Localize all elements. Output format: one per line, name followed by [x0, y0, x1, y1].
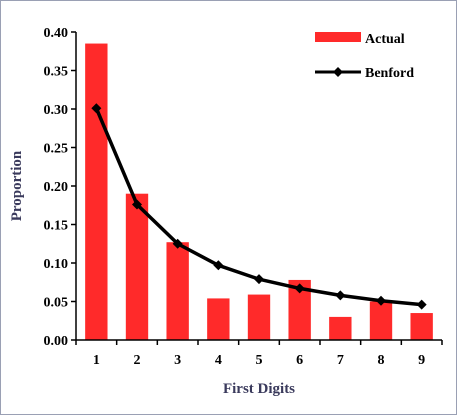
y-tick-label: 0.00	[44, 334, 69, 349]
bar-actual-7	[329, 316, 352, 340]
bar-actual-5	[247, 294, 271, 340]
benford-point-6	[294, 283, 305, 294]
benford-point-4	[213, 260, 224, 271]
legend: Actual Benford	[315, 32, 414, 81]
x-tick-label: 8	[378, 353, 385, 368]
x-tick-label: 5	[256, 353, 263, 368]
bar-actual-3	[166, 242, 189, 340]
legend-actual-label: Actual	[365, 32, 405, 47]
bars-layer	[85, 43, 433, 341]
benford-line-layer	[91, 103, 427, 310]
benford-point-8	[376, 295, 386, 306]
legend-benford-label: Benford	[365, 66, 414, 81]
y-tick-label: 0.25	[44, 142, 69, 157]
y-tick-label: 0.05	[44, 296, 69, 311]
y-axis-title: Proportion	[9, 150, 25, 221]
benford-point-9	[416, 299, 427, 310]
benford-point-1	[91, 103, 102, 114]
x-tick-label: 4	[215, 353, 222, 368]
x-tick-label: 3	[174, 353, 181, 368]
y-tick-label: 0.35	[44, 65, 69, 80]
y-tick-label: 0.10	[44, 257, 69, 272]
y-ticks: 0.00 0.05 0.10 0.15 0.20 0.25 0.30 0.35 0.40	[44, 26, 76, 349]
bar-actual-4	[207, 298, 230, 340]
bar-actual-2	[125, 193, 149, 340]
bar-actual-9	[410, 313, 433, 340]
y-tick-label: 0.40	[44, 26, 69, 41]
legend-actual-swatch	[315, 32, 361, 42]
benford-point-7	[335, 290, 346, 301]
benford-point-3	[172, 238, 183, 249]
y-tick-label: 0.20	[44, 180, 69, 195]
bar-actual-6	[288, 279, 311, 340]
bar-actual-1	[85, 43, 108, 341]
x-ticks: 1 2 3 4 5 6 7 8 9	[75, 340, 443, 368]
bar-actual-8	[369, 301, 393, 340]
x-tick-label: 2	[134, 353, 141, 368]
x-tick-label: 7	[337, 353, 344, 368]
y-tick-label: 0.15	[44, 219, 69, 234]
legend-benford-marker	[333, 67, 343, 77]
benford-point-5	[254, 274, 264, 285]
x-axis-title: First Digits	[223, 381, 295, 397]
y-tick-label: 0.30	[44, 103, 69, 118]
x-tick-label: 9	[418, 353, 425, 368]
benford-point-2	[132, 199, 142, 210]
x-tick-label: 6	[296, 353, 303, 368]
x-tick-label: 1	[93, 353, 100, 368]
